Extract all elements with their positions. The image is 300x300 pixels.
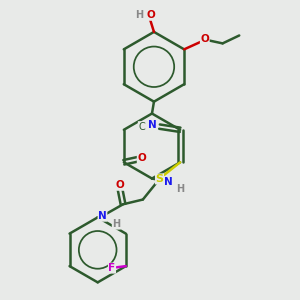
Text: N: N — [148, 120, 157, 130]
Text: H: H — [135, 10, 143, 20]
Text: N: N — [98, 211, 107, 221]
Text: C: C — [138, 122, 145, 132]
Text: H: H — [112, 219, 120, 229]
Text: F: F — [108, 263, 116, 273]
Text: H: H — [176, 184, 184, 194]
Text: N: N — [164, 177, 173, 187]
Text: S: S — [155, 174, 164, 184]
Text: O: O — [116, 180, 124, 190]
Text: O: O — [137, 153, 146, 163]
Text: O: O — [146, 10, 155, 20]
Text: O: O — [200, 34, 209, 44]
